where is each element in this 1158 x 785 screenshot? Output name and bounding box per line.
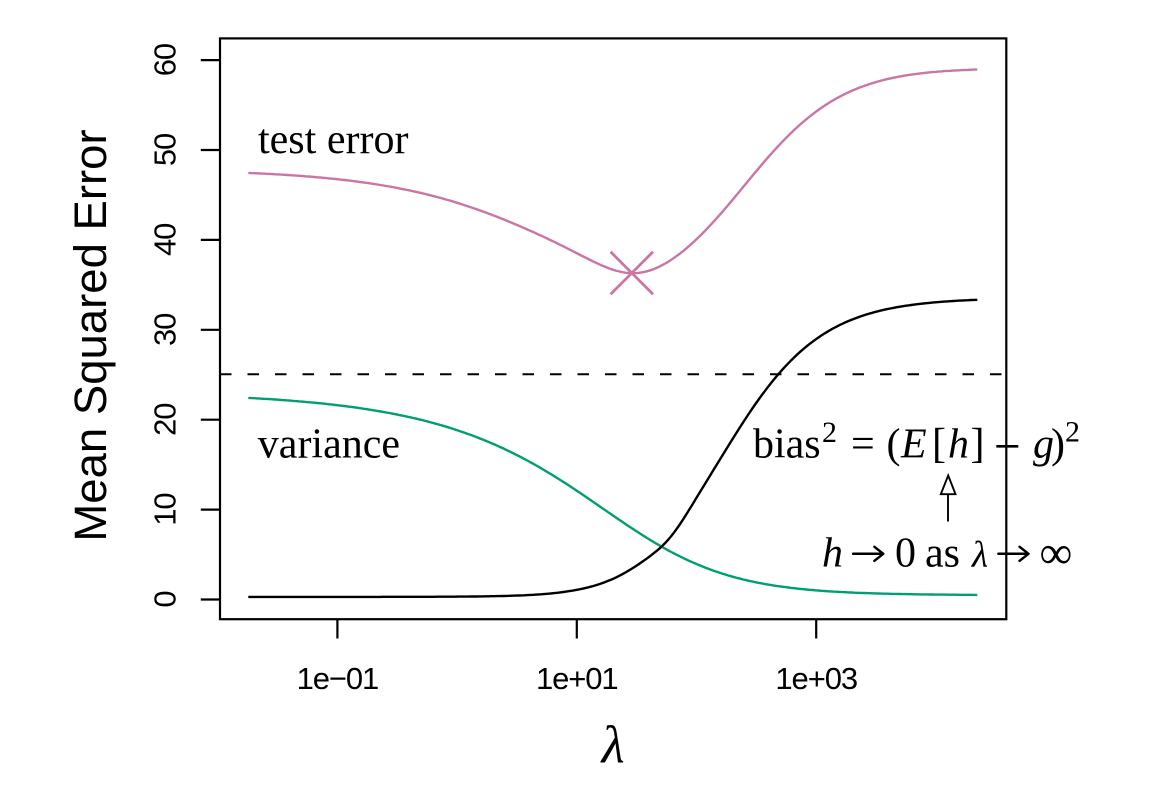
svg-text:h: h: [948, 422, 969, 468]
svg-text:bias: bias: [753, 422, 821, 468]
svg-text:20: 20: [147, 403, 182, 436]
svg-text:λ: λ: [971, 534, 988, 575]
svg-text:Mean Squared Error: Mean Squared Error: [65, 129, 116, 541]
svg-text:as: as: [925, 530, 960, 576]
svg-text:): ): [1051, 422, 1065, 468]
svg-text:0: 0: [147, 591, 182, 608]
svg-text:∞: ∞: [1040, 527, 1073, 578]
svg-text:]: ]: [971, 422, 985, 468]
svg-text:60: 60: [147, 43, 182, 76]
svg-text:10: 10: [147, 493, 182, 526]
svg-text:h: h: [822, 530, 843, 576]
svg-text:50: 50: [147, 133, 182, 166]
svg-text:0: 0: [895, 530, 916, 576]
svg-text:1e+01: 1e+01: [536, 661, 618, 696]
svg-text:variance: variance: [258, 421, 400, 467]
svg-text:λ: λ: [600, 716, 625, 774]
svg-text:E: E: [900, 422, 927, 468]
svg-text:2: 2: [1065, 416, 1080, 449]
svg-text:[: [: [932, 422, 946, 468]
svg-text:test error: test error: [258, 117, 408, 163]
svg-text:1e+03: 1e+03: [775, 661, 857, 696]
svg-text:=: =: [851, 422, 875, 468]
svg-text:(: (: [887, 422, 901, 468]
svg-text:g: g: [1033, 422, 1054, 468]
svg-text:30: 30: [147, 313, 182, 346]
svg-text:40: 40: [147, 223, 182, 256]
svg-text:2: 2: [822, 416, 837, 449]
svg-text:1e−01: 1e−01: [297, 661, 379, 696]
